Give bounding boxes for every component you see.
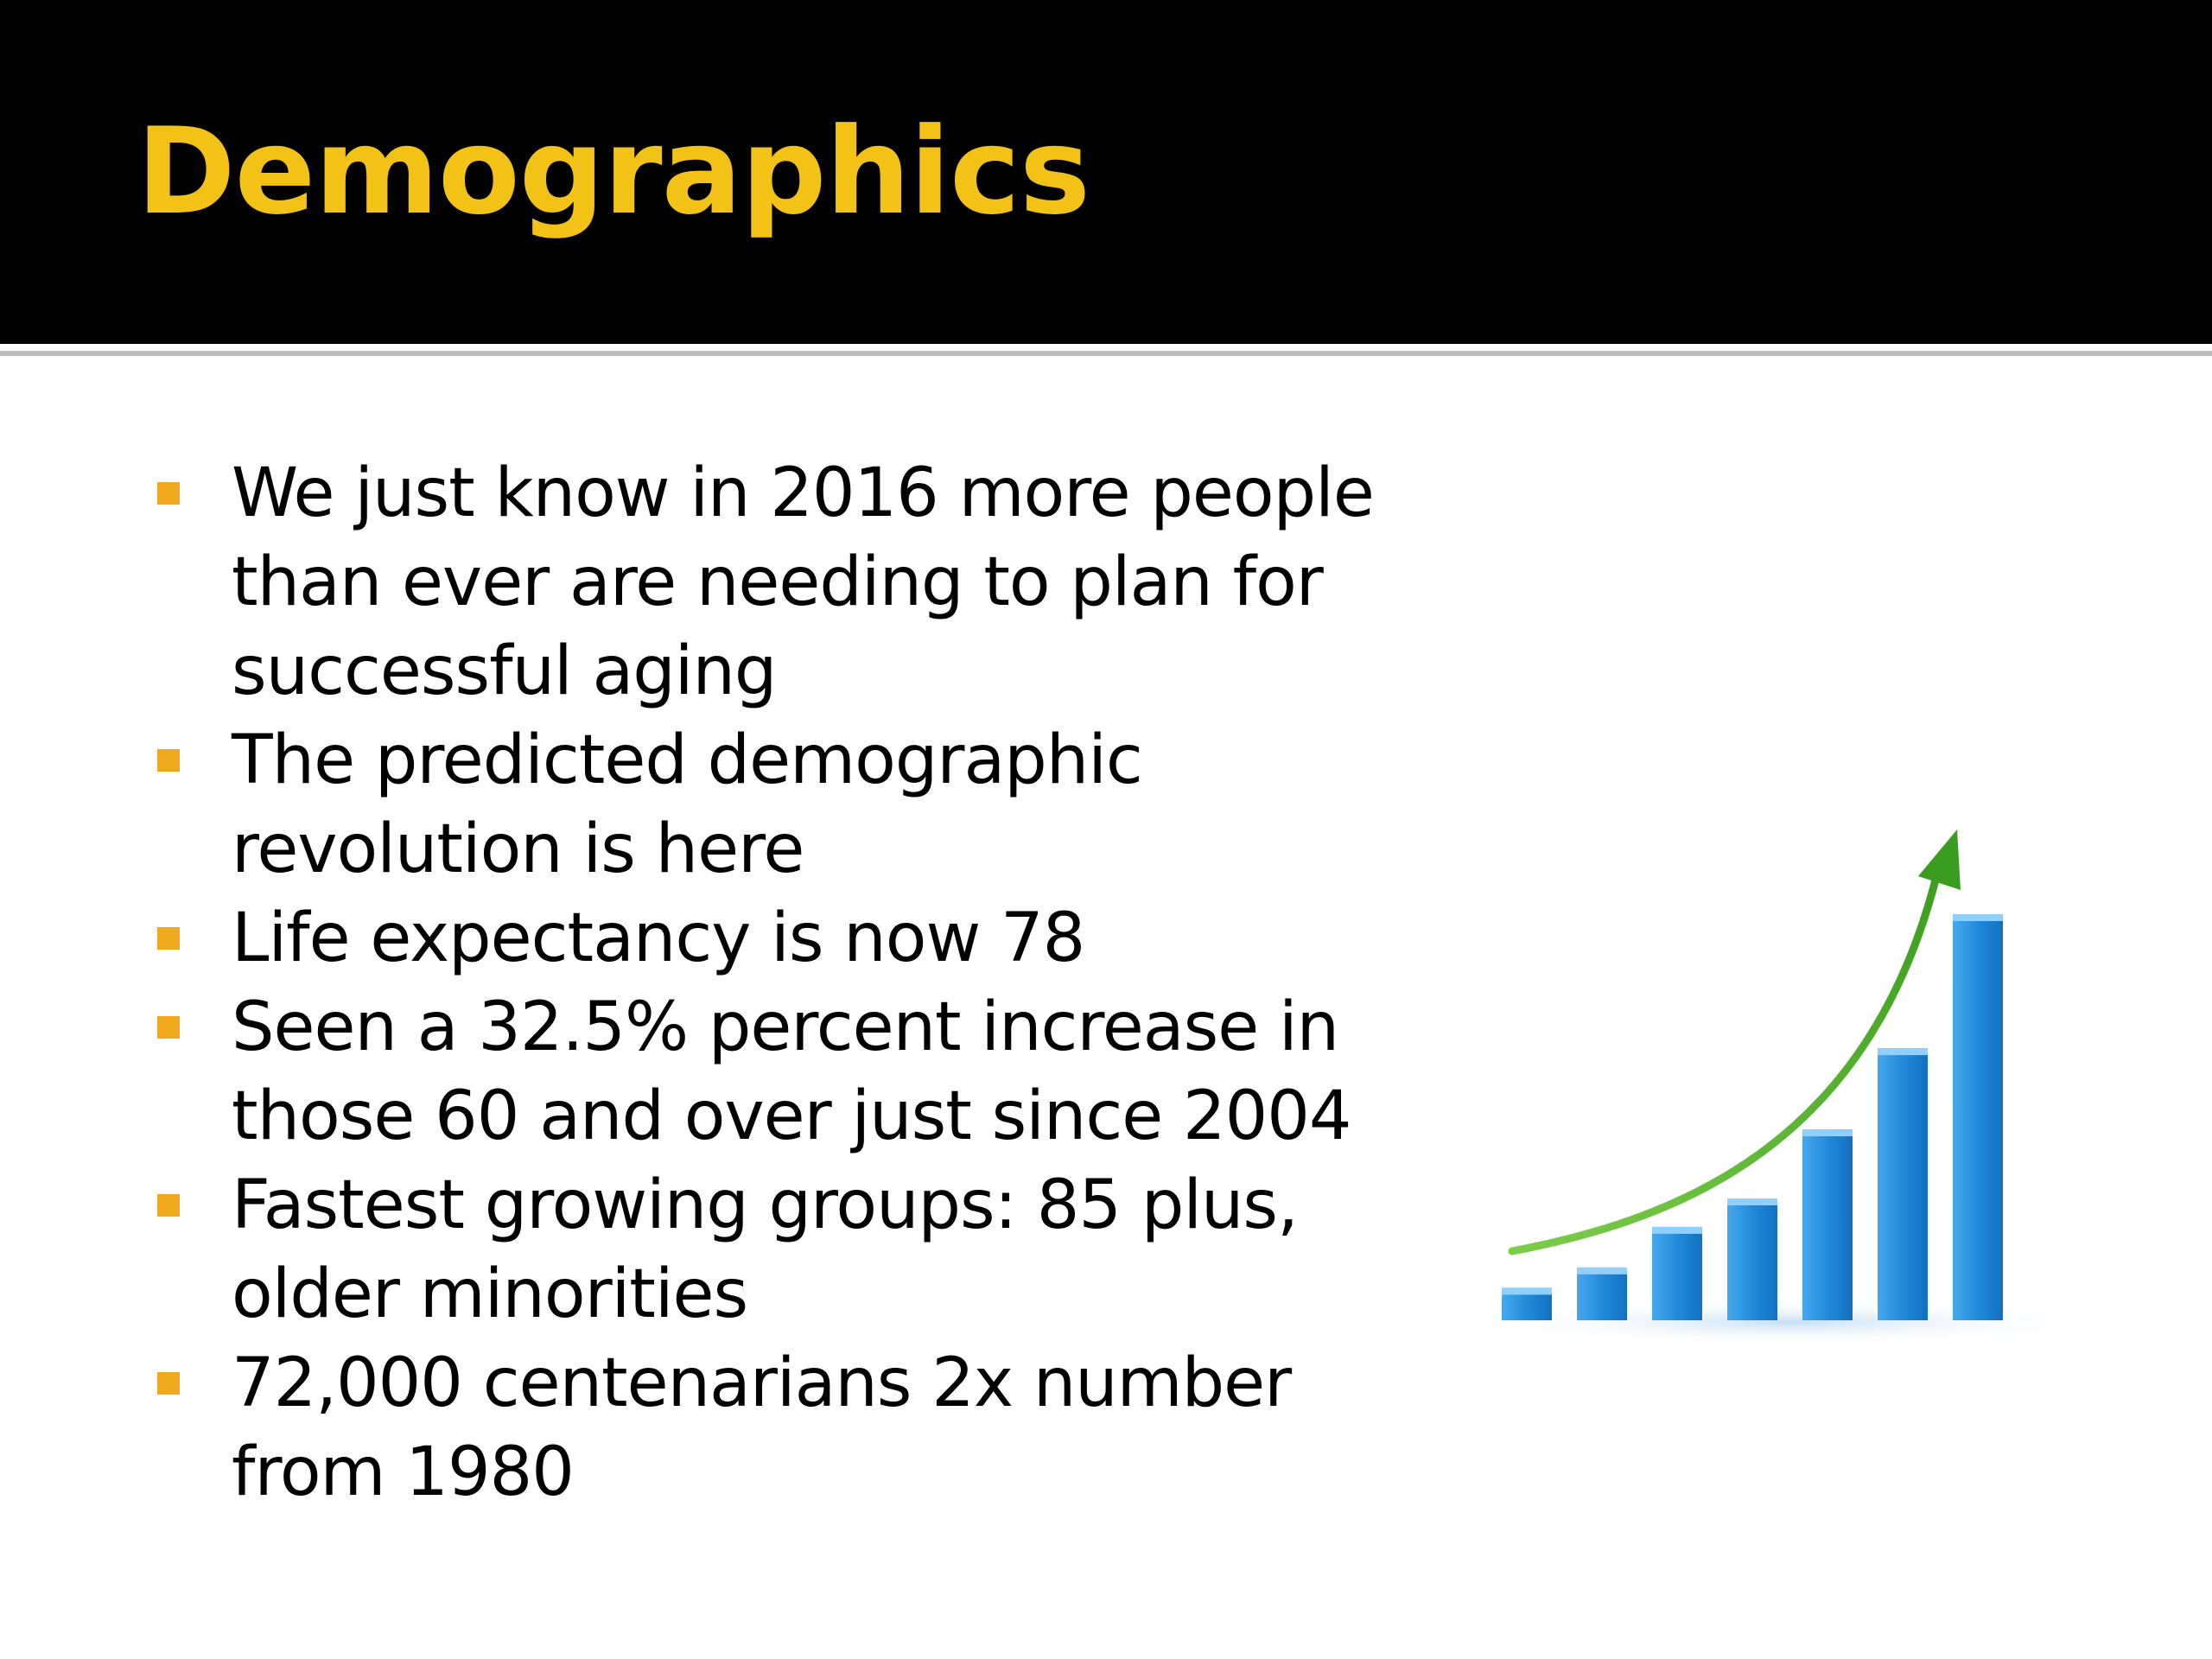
growth-bar-top	[1802, 1129, 1853, 1137]
bullet-list: We just know in 2016 more people than ev…	[156, 449, 1434, 1517]
slide-title: Demographics	[137, 102, 1090, 241]
growth-bar-top	[1502, 1287, 1552, 1295]
growth-bar-top	[1652, 1226, 1702, 1234]
square-bullet-icon	[157, 1372, 180, 1395]
bullet-text: Seen a 32.5% percent increase in those 6…	[232, 988, 1352, 1155]
bullet-item: We just know in 2016 more people than ev…	[156, 449, 1434, 716]
growth-bar-chart-with-arrow-icon	[1478, 830, 2091, 1344]
bullet-text: We just know in 2016 more people than ev…	[232, 454, 1375, 710]
bar-group	[1502, 914, 2003, 1320]
bullet-item: Fastest growing groups: 85 plus, older m…	[156, 1161, 1434, 1339]
title-divider	[0, 351, 2212, 356]
growth-bar-top	[1878, 1048, 1928, 1056]
bullet-item: Life expectancy is now 78	[156, 894, 1434, 983]
square-bullet-icon	[157, 1194, 180, 1217]
growth-bar	[1953, 914, 2003, 1320]
growth-bar-top	[1953, 914, 2003, 921]
bullet-item: 72,000 centenarians 2x number from 1980	[156, 1339, 1434, 1517]
growth-bar	[1652, 1226, 1702, 1320]
bullet-text: The predicted demographic revolution is …	[232, 721, 1143, 888]
square-bullet-icon	[157, 927, 180, 950]
title-bar	[0, 0, 2212, 344]
growth-bar	[1878, 1048, 1928, 1320]
bullet-item: The predicted demographic revolution is …	[156, 716, 1434, 894]
bullet-text: Life expectancy is now 78	[232, 899, 1085, 977]
growth-bar-top	[1727, 1198, 1777, 1205]
growth-bar	[1802, 1129, 1853, 1320]
growth-bar	[1577, 1267, 1627, 1320]
bullet-text: 72,000 centenarians 2x number from 1980	[232, 1344, 1292, 1511]
chart-shadow	[1478, 1300, 2091, 1344]
growth-bar-top	[1577, 1267, 1627, 1274]
square-bullet-icon	[157, 1016, 180, 1039]
growth-arrow-curve	[1508, 858, 1944, 1255]
square-bullet-icon	[157, 482, 180, 505]
bullet-item: Seen a 32.5% percent increase in those 6…	[156, 983, 1434, 1161]
growth-arrow-head	[1918, 830, 1961, 890]
square-bullet-icon	[157, 749, 180, 772]
bullet-text: Fastest growing groups: 85 plus, older m…	[232, 1166, 1299, 1333]
growth-bar	[1727, 1198, 1777, 1320]
